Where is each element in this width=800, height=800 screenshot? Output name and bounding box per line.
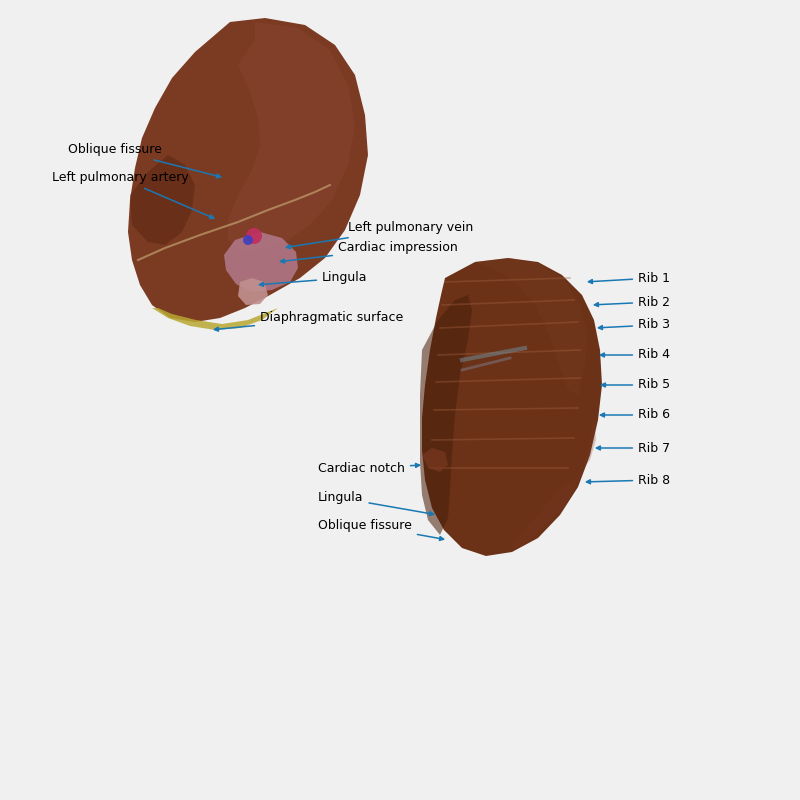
Polygon shape <box>238 278 268 305</box>
Polygon shape <box>422 448 448 472</box>
Text: Lingula: Lingula <box>259 271 367 286</box>
Text: Oblique fissure: Oblique fissure <box>318 518 443 541</box>
Circle shape <box>246 228 262 244</box>
Text: Left pulmonary artery: Left pulmonary artery <box>52 171 214 218</box>
Text: Rib 7: Rib 7 <box>597 442 670 454</box>
Text: Rib 6: Rib 6 <box>601 409 670 422</box>
Polygon shape <box>128 18 368 322</box>
Text: Cardiac impression: Cardiac impression <box>281 242 458 263</box>
Polygon shape <box>130 155 195 245</box>
Text: Diaphragmatic surface: Diaphragmatic surface <box>214 311 403 331</box>
Polygon shape <box>510 415 596 550</box>
Polygon shape <box>420 295 472 535</box>
Text: Rib 3: Rib 3 <box>598 318 670 331</box>
Polygon shape <box>152 308 278 330</box>
Polygon shape <box>475 258 588 395</box>
Polygon shape <box>422 258 602 556</box>
Text: Rib 5: Rib 5 <box>602 378 670 391</box>
Polygon shape <box>224 232 298 292</box>
Text: Lingula: Lingula <box>318 491 434 515</box>
Text: Rib 1: Rib 1 <box>589 271 670 285</box>
Text: Oblique fissure: Oblique fissure <box>68 143 221 178</box>
Text: Rib 8: Rib 8 <box>586 474 670 486</box>
Circle shape <box>243 235 253 245</box>
Polygon shape <box>228 22 355 250</box>
Text: Rib 4: Rib 4 <box>601 349 670 362</box>
Text: Cardiac notch: Cardiac notch <box>318 462 419 474</box>
Text: Left pulmonary vein: Left pulmonary vein <box>286 222 474 249</box>
Text: Rib 2: Rib 2 <box>594 295 670 309</box>
